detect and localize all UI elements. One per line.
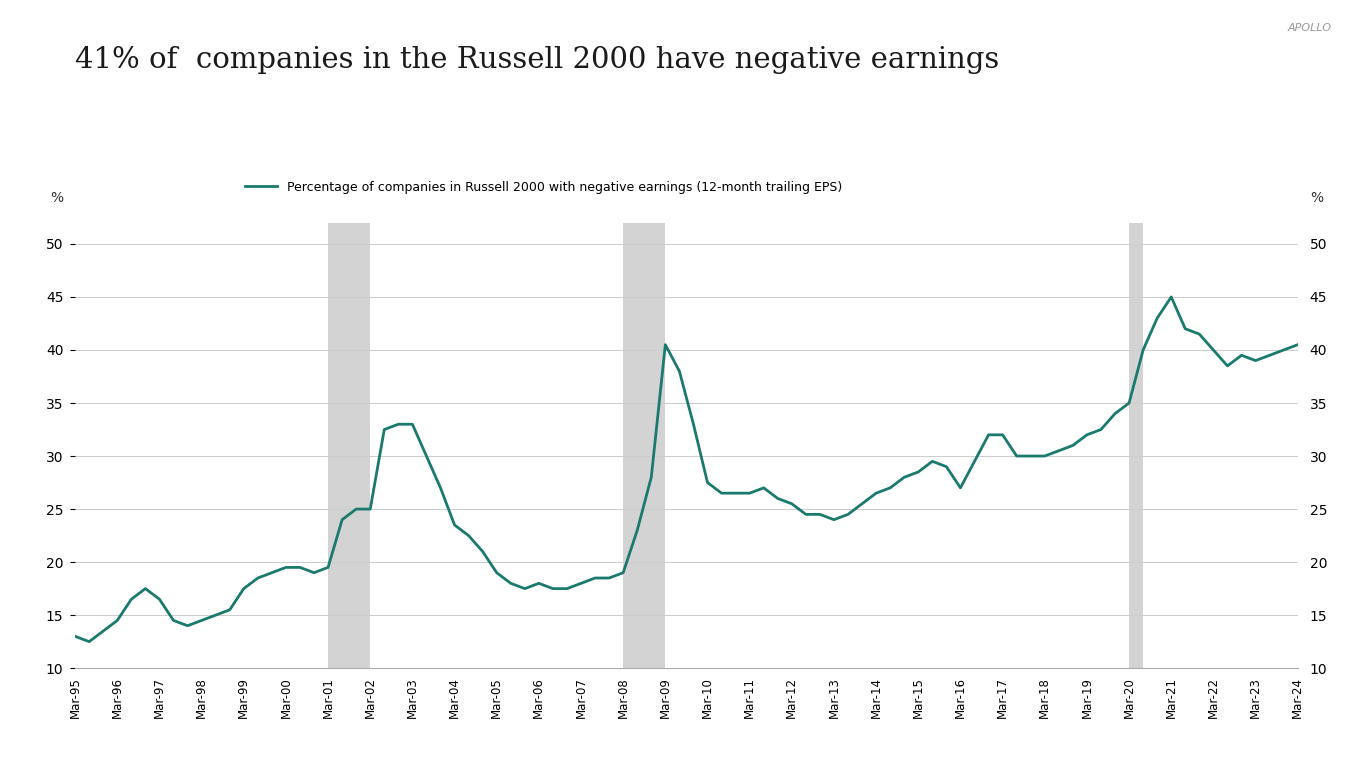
Text: %: % bbox=[49, 191, 63, 205]
Text: %: % bbox=[1310, 191, 1324, 205]
Bar bbox=[328, 223, 370, 668]
Legend: Percentage of companies in Russell 2000 with negative earnings (12-month trailin: Percentage of companies in Russell 2000 … bbox=[240, 176, 847, 198]
Bar bbox=[623, 223, 665, 668]
Bar bbox=[1130, 223, 1143, 668]
Text: APOLLO: APOLLO bbox=[1288, 23, 1332, 33]
Text: 41% of  companies in the Russell 2000 have negative earnings: 41% of companies in the Russell 2000 hav… bbox=[75, 46, 1000, 74]
